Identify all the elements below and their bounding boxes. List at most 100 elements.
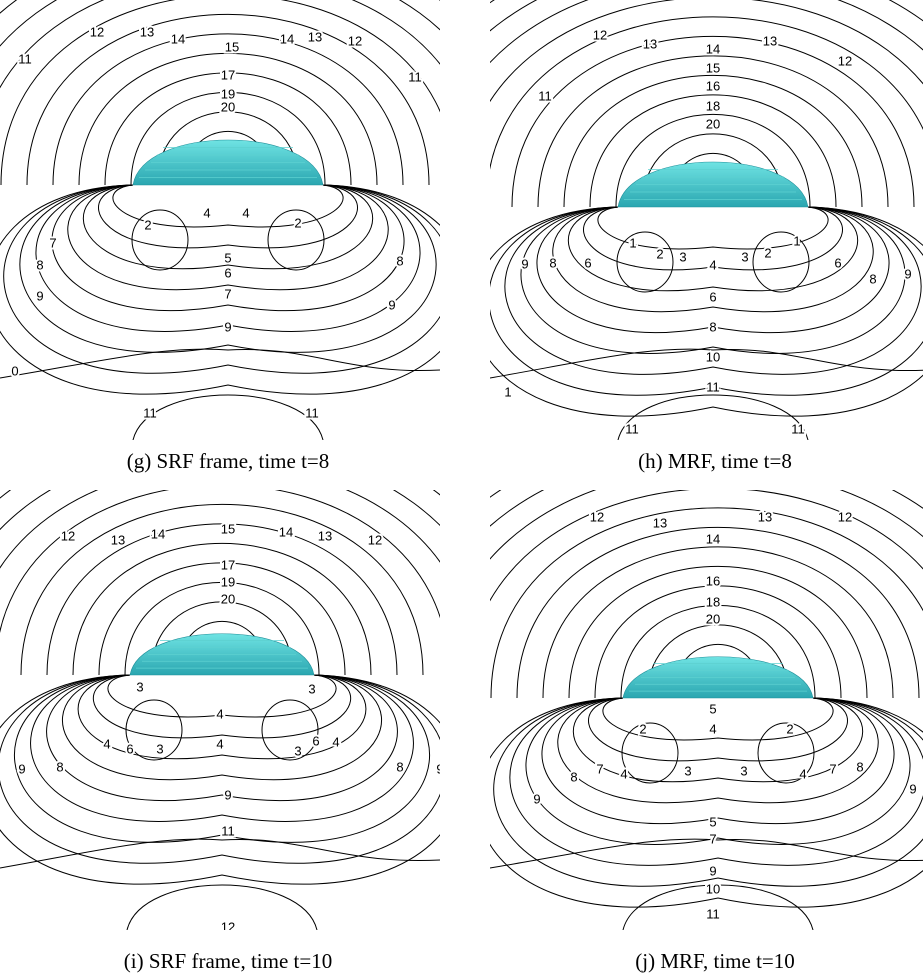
contour-label: 17 [221, 67, 235, 82]
contour-line [588, 698, 847, 761]
contour-label: 8 [36, 257, 43, 272]
contour-label: 4 [332, 734, 339, 749]
contour-label: 4 [709, 721, 716, 736]
contour-label: 20 [221, 99, 235, 114]
contour-line [472, 207, 923, 416]
contour-label: 13 [318, 528, 332, 543]
contour-label: 6 [126, 741, 133, 756]
contour-line [573, 698, 862, 782]
contour-line [262, 700, 318, 760]
contour-label: 13 [653, 515, 667, 530]
contour-line [542, 698, 894, 824]
contour-label: 4 [216, 706, 223, 721]
contour-label: 6 [224, 265, 231, 280]
caption: (h) MRF, time t=8 [638, 449, 792, 473]
contour-label: 20 [706, 611, 720, 626]
contour-line [132, 210, 188, 270]
contour-panel: 1213141312151618201198612343216896810111… [382, 0, 923, 440]
contour-label: 1 [793, 233, 800, 248]
contour-label: 15 [225, 39, 239, 54]
contour-label: 11 [18, 51, 32, 66]
contour-label: 2 [144, 217, 151, 232]
contour-label: 8 [396, 253, 403, 268]
contour-label: 19 [221, 574, 235, 589]
contour-label: 13 [763, 33, 777, 48]
contour-line [568, 207, 857, 291]
contour-label: 3 [684, 763, 691, 778]
contour-label: 16 [706, 78, 720, 93]
contour-label: 1 [504, 384, 511, 399]
contour-line [62, 675, 381, 780]
contour-line [603, 698, 833, 740]
contour-line [126, 700, 182, 760]
contour-label: 20 [706, 116, 720, 131]
contour-label: 7 [49, 235, 56, 250]
contour-label: 7 [596, 761, 603, 776]
contour-label: 5 [709, 701, 716, 716]
contour-label: 12 [90, 24, 104, 39]
contour-label: 2 [639, 721, 646, 736]
contour-label: 11 [611, 941, 625, 956]
contour-label: 9 [709, 863, 716, 878]
contour-label: 5 [224, 250, 231, 265]
contour-label: 16 [706, 573, 720, 588]
contour-label: 14 [171, 31, 185, 46]
contour-label: 11 [805, 939, 819, 954]
contour-label: 6 [584, 255, 591, 270]
contour-panel: 1213131214161820542247893347895791011111… [387, 430, 923, 957]
contour-label: 7 [709, 831, 716, 846]
contour-label: 10 [706, 349, 720, 364]
contour-label: 2 [656, 246, 663, 261]
contour-label: 4 [242, 205, 249, 220]
contour-label: 14 [151, 526, 165, 541]
contour-line [0, 675, 462, 884]
contour-label: 2 [786, 721, 793, 736]
caption: (g) SRF frame, time t=8 [127, 449, 330, 473]
contour-label: 10 [706, 881, 720, 896]
contour-label: 8 [709, 319, 716, 334]
contour-label: 4 [709, 257, 716, 272]
contour-label: 4 [203, 205, 210, 220]
contour-label: 8 [856, 759, 863, 774]
contour-label: 12 [61, 528, 75, 543]
contour-line [14, 675, 429, 842]
contour-label: 11 [538, 88, 552, 103]
contour-label: 13 [643, 36, 657, 51]
contour-label: 20 [221, 591, 235, 606]
contour-label: 8 [56, 759, 63, 774]
contour-label: 3 [741, 249, 748, 264]
contour-label: 3 [679, 249, 686, 264]
contour-line [98, 185, 357, 248]
contour-label: 3 [136, 679, 143, 694]
contour-label: 12 [590, 509, 604, 524]
contour-label: 11 [791, 421, 805, 436]
contour-label: 13 [758, 509, 772, 524]
contour-label: 18 [706, 98, 720, 113]
contour-label: 11 [706, 906, 720, 921]
figure: 1112131415141312111719202442785679989011… [0, 0, 923, 979]
contour-line [617, 232, 673, 292]
contour-label: 11 [625, 421, 639, 436]
contour-line [526, 698, 910, 844]
contour-label: 7 [224, 286, 231, 301]
contour-label: 14 [706, 531, 720, 546]
contour-line [622, 723, 678, 783]
contour-label: 2 [764, 245, 771, 260]
contour-label: 12 [368, 532, 382, 547]
contour-label: 3 [740, 763, 747, 778]
contour-line [0, 407, 553, 675]
contour-label: 3 [156, 741, 163, 756]
contour-label: 3 [294, 743, 301, 758]
contour-label: 9 [904, 266, 911, 281]
contour-label: 9 [533, 791, 540, 806]
contour-label: 13 [140, 24, 154, 39]
contour-label: 6 [709, 289, 716, 304]
contour-label: 9 [36, 288, 43, 303]
contour-line [490, 839, 923, 868]
contour-label: 12 [838, 53, 852, 68]
contour-label: 8 [549, 255, 556, 270]
contour-label: 9 [18, 761, 25, 776]
contour-label: 12 [838, 509, 852, 524]
contour-label: 15 [706, 60, 720, 75]
contour-panel: 1112131415141312111719202442785679989011… [0, 0, 559, 440]
